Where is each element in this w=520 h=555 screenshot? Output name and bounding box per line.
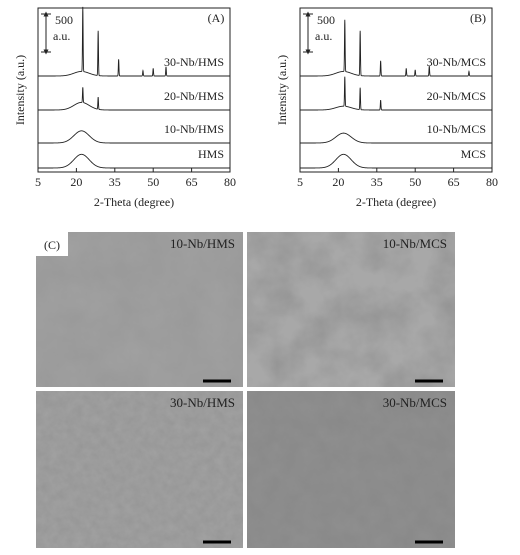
xrd-pattern: [38, 6, 230, 77]
tem-label: 30-Nb/HMS: [170, 395, 235, 410]
x-tick-label: 50: [147, 175, 159, 189]
sample-label: 10-Nb/MCS: [427, 122, 486, 136]
x-tick-label: 20: [332, 175, 344, 189]
xrd-pattern: [38, 153, 230, 169]
sample-label: HMS: [198, 147, 224, 161]
tem-label: 10-Nb/MCS: [383, 236, 447, 251]
x-tick-label: 80: [224, 175, 236, 189]
scale-unit: a.u.: [315, 29, 332, 43]
x-tick-label: 35: [371, 175, 383, 189]
xrd-pattern: [300, 76, 492, 111]
sample-label: 20-Nb/HMS: [164, 89, 224, 103]
xrd-pattern: [38, 130, 230, 144]
tem-image: [247, 232, 455, 387]
xrd-pattern: [300, 132, 492, 144]
scale-value: 500: [317, 13, 335, 27]
xrd-pattern: [300, 19, 492, 77]
x-tick-label: 5: [297, 175, 303, 189]
xrd-panel: 5 20 35 50 65 80 2-Theta (degree) Intensity (a.…: [275, 7, 498, 209]
sample-label: 10-Nb/HMS: [164, 122, 224, 136]
x-tick-label: 50: [409, 175, 421, 189]
x-axis-label: 2-Theta (degree): [356, 195, 436, 209]
x-tick-label: 65: [448, 175, 460, 189]
x-tick-label: 35: [109, 175, 121, 189]
panel-label: (B): [470, 11, 486, 25]
x-tick-label: 20: [70, 175, 82, 189]
sample-label: 20-Nb/MCS: [427, 89, 486, 103]
sample-label: 30-Nb/HMS: [164, 55, 224, 69]
y-axis-label: Intensity (a.u.): [13, 55, 27, 125]
xrd-pattern: [300, 153, 492, 169]
y-axis-label: Intensity (a.u.): [275, 55, 289, 125]
tem-image: [36, 391, 243, 548]
scale-unit: a.u.: [53, 29, 70, 43]
tem-label: 30-Nb/MCS: [383, 395, 447, 410]
xrd-panel: 5 20 35 50 65 80 2-Theta (degree) Intensity (a.…: [13, 6, 236, 209]
tem-label: 10-Nb/HMS: [170, 236, 235, 251]
panel-label-box: [36, 232, 68, 256]
x-tick-label: 80: [486, 175, 498, 189]
sample-label: 30-Nb/MCS: [427, 55, 486, 69]
x-tick-label: 5: [35, 175, 41, 189]
xrd-pattern: [38, 87, 230, 111]
plot-frame: [37, 7, 231, 173]
tem-image: [247, 391, 455, 548]
panel-label: (C): [44, 238, 60, 252]
sample-label: MCS: [461, 147, 486, 161]
x-axis-label: 2-Theta (degree): [94, 195, 174, 209]
tem-image: [36, 232, 243, 387]
plot-frame: [299, 7, 493, 173]
x-tick-label: 65: [186, 175, 198, 189]
scale-value: 500: [55, 13, 73, 27]
panel-label: (A): [208, 11, 225, 25]
